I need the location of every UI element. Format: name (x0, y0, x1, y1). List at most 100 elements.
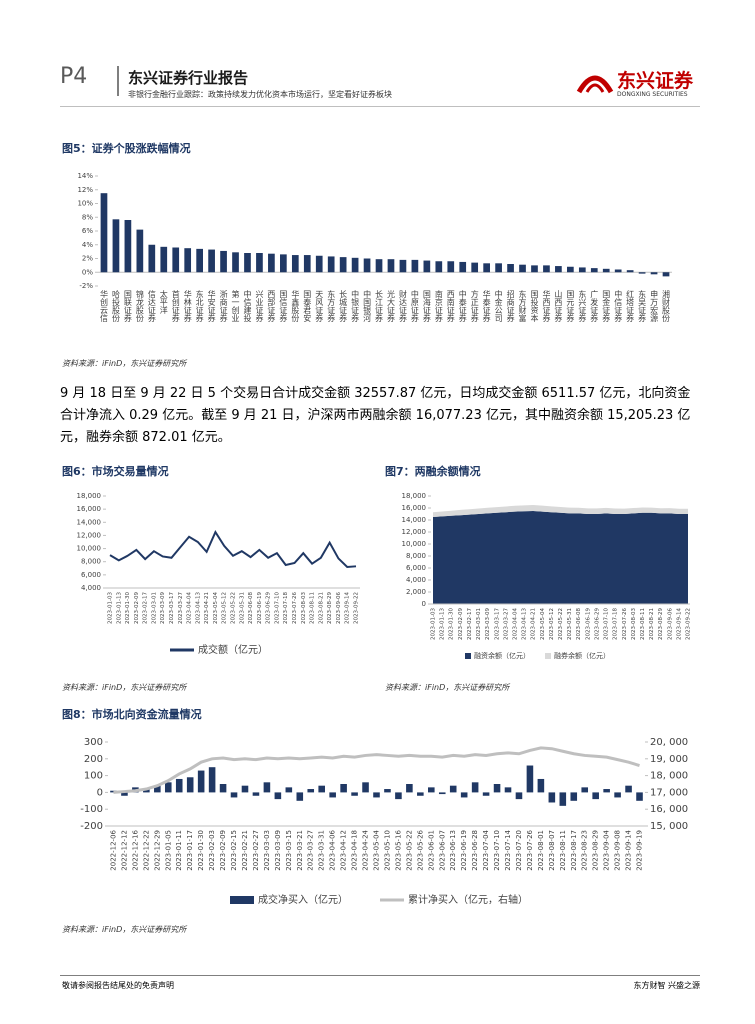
x-tick-label: 2023-03-01 (151, 592, 157, 624)
figure-source: 资料来源：iFinD，东兴证券研究所 (62, 359, 187, 368)
y-tick-label: 20, 000 (650, 737, 688, 748)
x-tick-label: 华鑫股份 (291, 289, 300, 323)
x-tick-label: 东吴证券 (638, 289, 647, 323)
bar (428, 787, 435, 793)
x-tick-label: 中信证券 (614, 289, 623, 323)
y-tick-label: 14,000 (402, 516, 427, 524)
bar (567, 266, 574, 273)
x-tick-label: 2023-08-11 (640, 608, 646, 640)
y-tick-label: 15, 000 (650, 821, 688, 832)
line-series (113, 746, 640, 794)
x-tick-label: 2023-04-04 (512, 608, 518, 640)
bar (351, 257, 359, 273)
bar (459, 261, 467, 273)
bar (543, 265, 550, 273)
bar (274, 792, 282, 800)
x-tick-label: 2023-03-15 (285, 830, 293, 871)
bar (318, 785, 325, 793)
logo-icon (576, 75, 614, 94)
bar (515, 792, 523, 800)
bar (121, 792, 128, 796)
y-tick-label: 100 (84, 771, 103, 782)
x-tick-label: 2023-09-08 (614, 830, 622, 871)
x-tick-label: 2023-03-27 (503, 608, 509, 640)
x-tick-label: 2023-08-03 (301, 592, 307, 624)
figure-title: 图5：证券个股涨跌幅情况 (62, 142, 191, 155)
x-tick-label: 2023-07-18 (613, 608, 619, 640)
x-tick-label: 2023-02-15 (230, 830, 238, 871)
bar (483, 263, 490, 273)
x-tick-label: 2023-07-10 (493, 830, 501, 871)
x-tick-label: 2023-07-26 (526, 829, 534, 870)
x-tick-label: 2023-05-31 (239, 592, 245, 624)
y-tick-label: 4,000 (406, 576, 426, 584)
legend-label: 成交额（亿元） (198, 643, 268, 656)
logo-en: DONGXING SECURITIES (617, 91, 688, 98)
x-tick-label: 2023-07-10 (604, 608, 610, 640)
x-tick-label: 2023-07-26 (622, 608, 628, 640)
bar (280, 254, 287, 273)
bar (519, 264, 526, 273)
y-tick-label: 0 (97, 787, 103, 798)
x-tick-label: 2023-03-31 (318, 830, 326, 871)
x-tick-label: 2023-01-03 (431, 608, 437, 640)
bar (339, 257, 347, 273)
y-tick-label: 10,000 (402, 540, 427, 548)
x-tick-label: 2023-02-17 (143, 592, 149, 624)
x-tick-label: 中金公司 (494, 289, 503, 322)
x-tick-label: 2023-09-22 (354, 592, 360, 624)
bar (614, 792, 621, 798)
x-tick-label: 山西证券 (554, 289, 563, 323)
x-tick-label: 2022-12-16 (131, 829, 139, 870)
x-tick-label: 2023-04-13 (195, 592, 201, 624)
x-tick-label: 2023-06-19 (585, 608, 591, 640)
bar (471, 782, 479, 793)
x-tick-label: 2023-05-04 (540, 608, 546, 640)
bar (526, 765, 534, 793)
x-tick-label: 长江证券 (375, 289, 384, 323)
bar (263, 782, 271, 793)
x-tick-label: 华安证券 (207, 289, 216, 323)
bar (164, 782, 172, 793)
x-tick-label: 中泰证券 (458, 289, 467, 323)
x-tick-label: 2023-09-04 (603, 829, 611, 870)
bar (291, 255, 299, 273)
x-tick-label: 2023-02-09 (219, 830, 227, 871)
y-tick-label: 18,000 (402, 492, 427, 500)
x-tick-label: 2023-05-04 (213, 592, 219, 624)
x-tick-label: 国金证券 (602, 290, 611, 323)
bar (460, 792, 468, 798)
x-tick-label: 2023-02-27 (252, 830, 260, 871)
bar (493, 784, 501, 793)
legend-swatch (465, 653, 471, 659)
bar (232, 252, 239, 273)
y-tick-label: 16, 000 (650, 804, 688, 815)
bar (136, 229, 144, 273)
y-tick-label: 10% (77, 200, 93, 208)
bar (296, 792, 304, 801)
bar (172, 247, 180, 273)
x-tick-label: 2022-12-06 (109, 829, 117, 870)
x-tick-label: 首创证券 (171, 289, 180, 323)
bar (638, 272, 646, 274)
x-tick-label: 浙商证券 (219, 289, 228, 323)
bar (363, 258, 371, 273)
x-tick-label: 2023-09-06 (336, 592, 342, 624)
area-series (433, 511, 688, 604)
x-tick-label: 东方证券 (327, 289, 336, 323)
bar (197, 770, 205, 793)
y-tick-label: 0 (422, 600, 426, 608)
bar (384, 789, 391, 793)
legend-label: 融资余额（亿元） (474, 651, 530, 660)
x-tick-label: 2023-02-17 (467, 608, 473, 640)
bar (362, 782, 369, 793)
x-tick-label: 太平洋 (159, 289, 168, 315)
legend-label: 成交净买入（亿元） (258, 893, 348, 906)
bar (578, 267, 586, 273)
x-tick-label: 2023-02-03 (208, 830, 216, 871)
x-tick-label: 2023-04-18 (351, 830, 359, 871)
y-tick-label: 17, 000 (650, 787, 688, 798)
x-tick-label: 湘财股份 (662, 289, 671, 323)
x-tick-label: 2023-04-06 (329, 829, 337, 870)
x-tick-label: 中国银河 (363, 289, 372, 322)
